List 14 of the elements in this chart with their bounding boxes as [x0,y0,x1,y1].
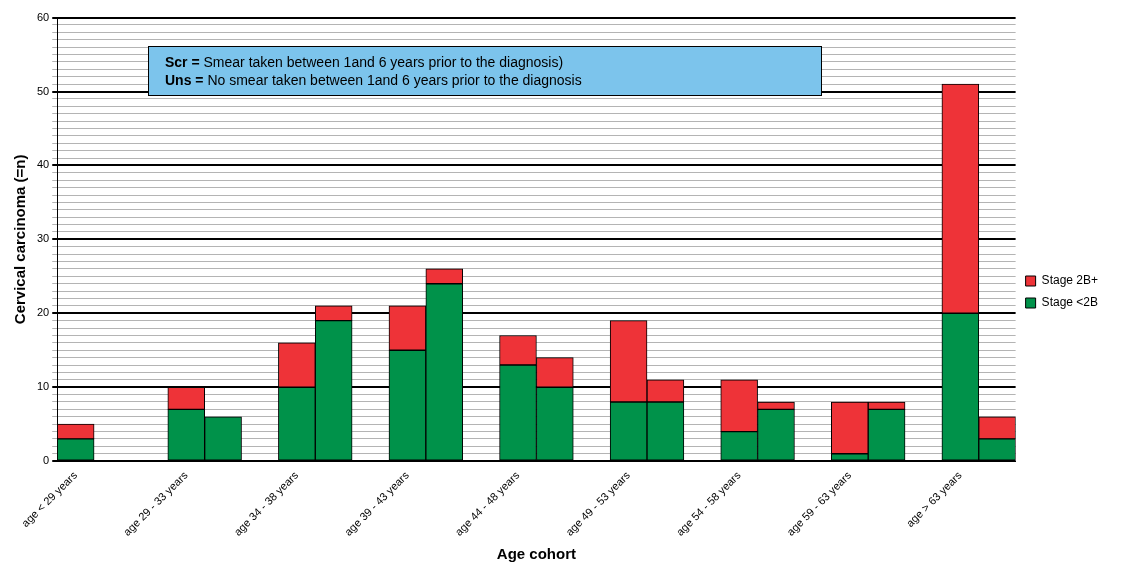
y-tick-label: 20 [36,306,50,319]
y-tick-label: 60 [36,10,50,23]
y-axis-title: Cervical carcinoma (=n) [11,154,29,325]
y-tick-label: 30 [36,232,50,245]
y-tick-label: 0 [43,454,50,467]
legend-label: Stage 2B+ [1041,273,1099,288]
annotation: Uns = No smear taken between 1and 6 years prior to the diagnosis [165,71,583,89]
y-tick-label: 50 [36,84,50,97]
x-axis-title: Age cohort [496,545,577,563]
legend-label: Stage <2B [1041,295,1099,310]
y-tick-label: 10 [36,380,50,393]
annotation: Scr = Smear taken between 1and 6 years prior to the diagnosis) [165,53,565,71]
y-tick-label: 40 [36,158,50,171]
text-box: Scr = Smear taken between 1and 6 years prior to the diagnosis) Uns = No smear taken between 1and 6 years prior to the diagnosis [148,46,822,96]
